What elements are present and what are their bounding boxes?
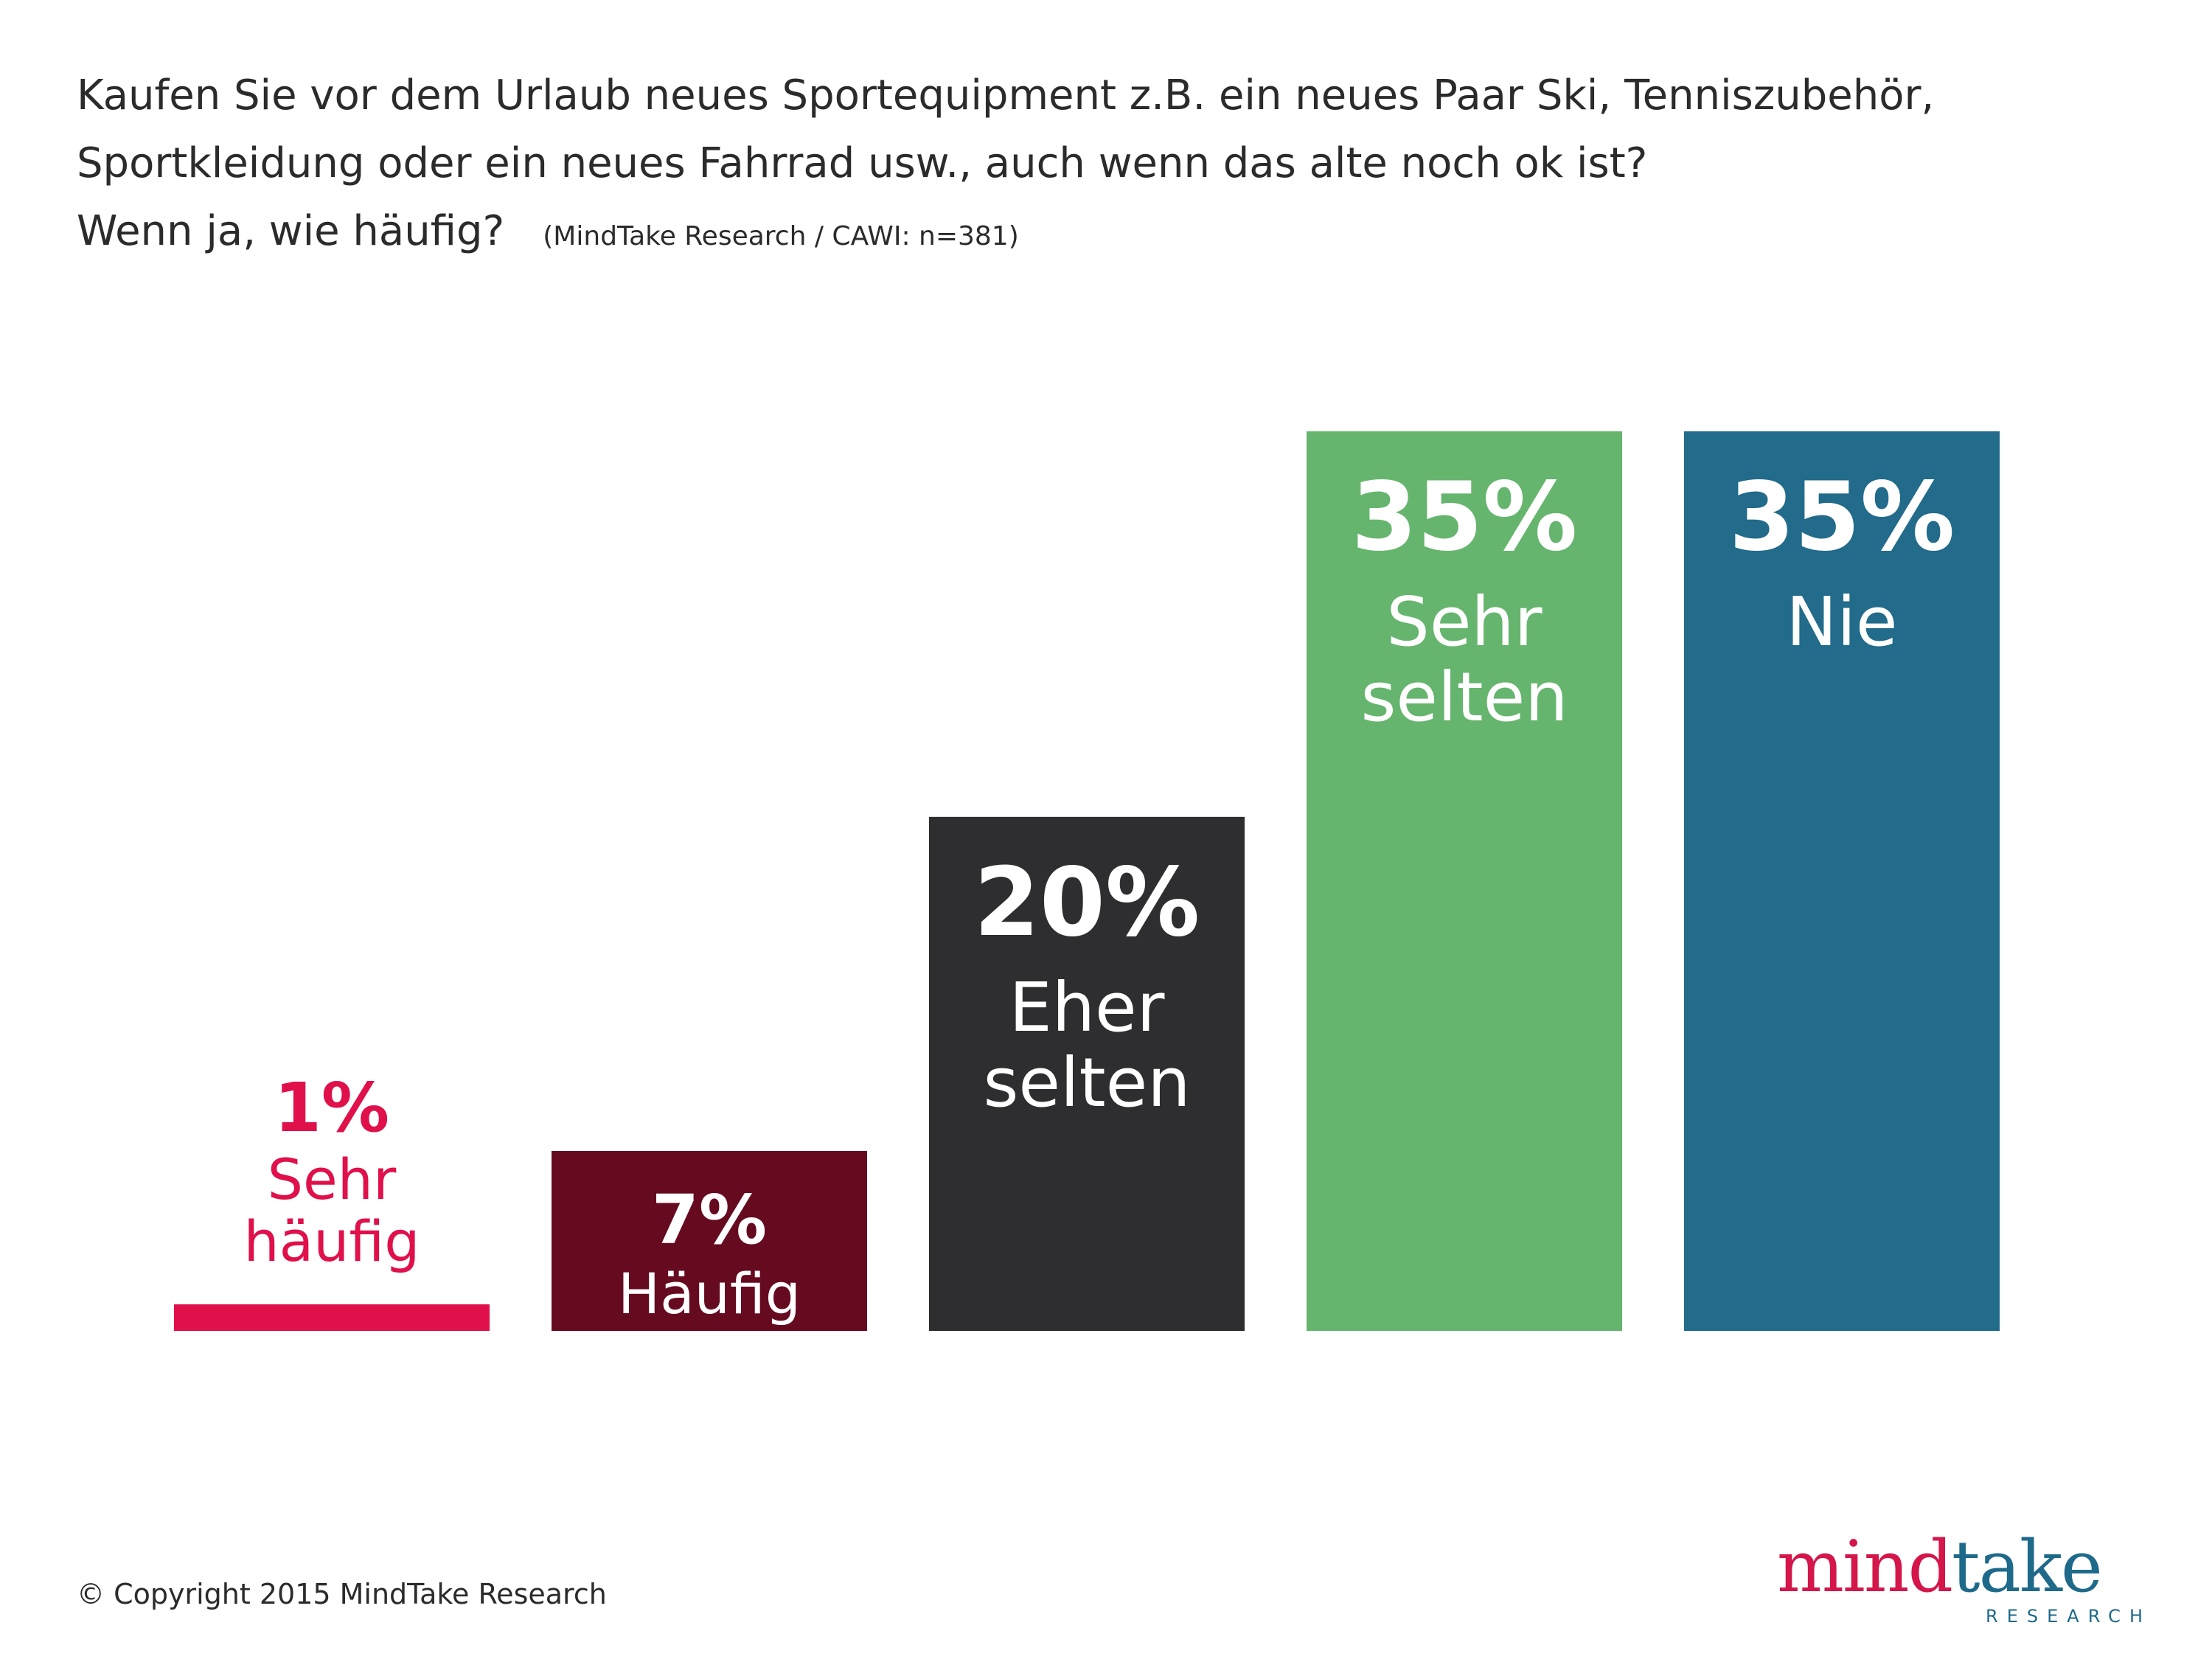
mindtake-logo: mindtake RESEARCH [1777, 1526, 2160, 1630]
category-label-sehr-selten-2: selten [1360, 658, 1568, 737]
value-label-eher-selten: 20% [974, 848, 1200, 958]
copyright-notice: © Copyright 2015 MindTake Research [77, 1578, 607, 1610]
logo-tagline: RESEARCH [1986, 1606, 2152, 1627]
chart-title: Kaufen Sie vor dem Urlaub neues Sportequ… [77, 62, 2141, 271]
bar-häufig [552, 1151, 867, 1331]
bar-sehr-häufig [174, 1304, 490, 1331]
category-label-eher-selten-2: selten [983, 1043, 1190, 1122]
title-line-1: Kaufen Sie vor dem Urlaub neues Sportequ… [77, 72, 1935, 119]
category-label-sehr-häufig-1: Sehr [268, 1147, 397, 1212]
bar-sehr-selten [1307, 431, 1622, 1331]
logo-mind: mind [1777, 1526, 1953, 1608]
title-line-2: Sportkleidung oder ein neues Fahrrad usw… [77, 139, 1648, 187]
value-label-sehr-häufig: 1% [274, 1068, 389, 1147]
logo-take: take [1952, 1526, 2103, 1608]
survey-source: (MindTake Research / CAWI: n=381) [543, 221, 1019, 251]
category-label-sehr-häufig-2: häufig [243, 1208, 420, 1274]
title-question: Wenn ja, wie häufig? [77, 207, 505, 255]
value-label-sehr-selten: 35% [1352, 462, 1577, 572]
value-label-häufig: 7% [652, 1180, 767, 1259]
category-label-häufig-1: Häufig [618, 1261, 801, 1326]
category-label-sehr-selten-1: Sehr [1386, 582, 1542, 661]
bar-eher-selten [929, 816, 1245, 1331]
bar-nie [1684, 431, 2000, 1331]
category-label-eher-selten-1: Eher [1009, 968, 1165, 1047]
logo-wordmark: mindtake [1777, 1526, 2103, 1628]
value-label-nie: 35% [1729, 462, 1955, 572]
title-line-3: Wenn ja, wie häufig? (MindTake Research /… [77, 198, 2141, 271]
category-label-nie-1: Nie [1787, 582, 1898, 661]
